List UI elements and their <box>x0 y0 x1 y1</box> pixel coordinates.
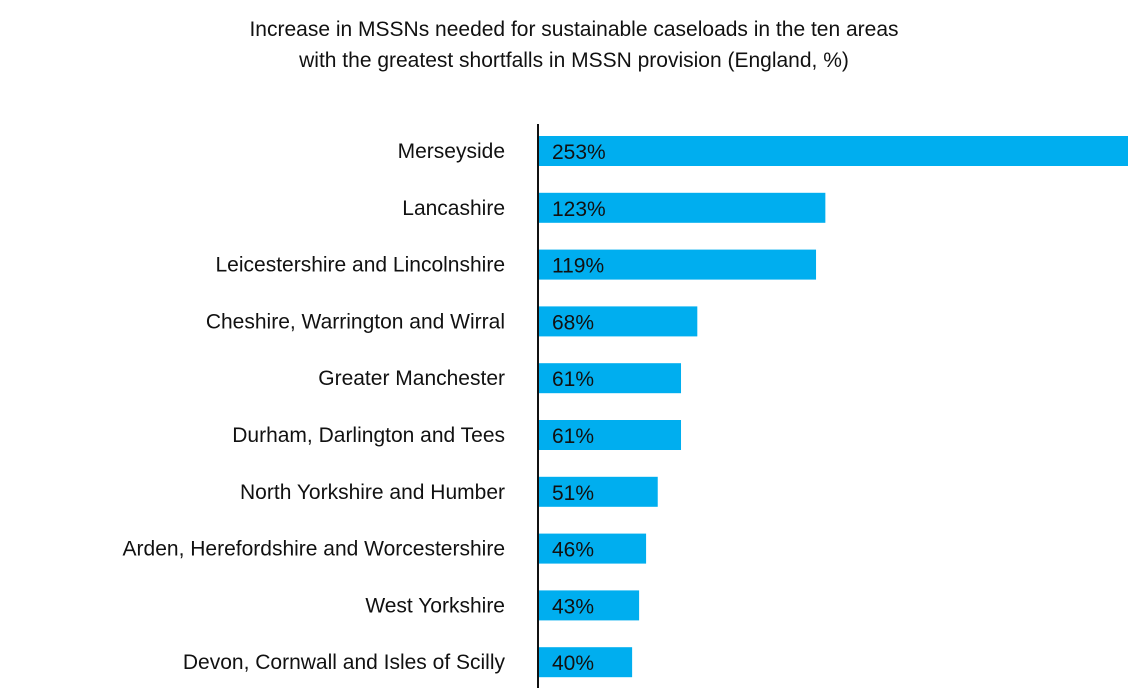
bar-8 <box>539 590 640 621</box>
bar-9 <box>539 647 633 678</box>
category-label-2: Leicestershire and Lincolnshire <box>216 254 506 277</box>
category-label-9: Devon, Cornwall and Isles of Scilly <box>183 651 506 674</box>
category-label-6: North Yorkshire and Humber <box>240 481 505 504</box>
bar-4 <box>539 363 682 394</box>
category-label-0: Merseyside <box>398 140 505 163</box>
category-label-4: Greater Manchester <box>318 367 505 390</box>
bar-value-label-3: 68% <box>552 311 594 334</box>
category-label-3: Cheshire, Warrington and Wirral <box>206 310 505 333</box>
bar-value-label-0: 253% <box>552 141 606 164</box>
bar-5 <box>539 420 682 450</box>
bar-value-label-5: 61% <box>552 425 594 448</box>
category-label-8: West Yorkshire <box>365 594 505 617</box>
bar-6 <box>539 476 658 507</box>
bar-value-label-7: 46% <box>552 539 594 562</box>
category-label-5: Durham, Darlington and Tees <box>232 424 505 447</box>
chart-title-line-2: with the greatest shortfalls in MSSN pro… <box>299 49 849 72</box>
bar-7 <box>539 533 647 564</box>
category-label-7: Arden, Herefordshire and Worcestershire <box>123 538 505 561</box>
bar-1 <box>539 192 826 223</box>
bar-value-label-1: 123% <box>552 198 606 221</box>
chart-title: Increase in MSSNs needed for sustainable… <box>0 14 1128 76</box>
chart-title-line-1: Increase in MSSNs needed for sustainable… <box>249 18 899 41</box>
category-labels: Merseyside Lancashire Leicestershire and L… <box>123 140 506 674</box>
bar-2 <box>539 249 817 280</box>
bar-value-label-6: 51% <box>552 482 594 505</box>
bar-value-label-2: 119% <box>552 255 604 278</box>
bar-value-label-9: 40% <box>552 652 594 675</box>
bar-3 <box>539 306 698 337</box>
bar-value-label-4: 61% <box>552 368 594 391</box>
bars-layer: 253% 123% 119% 68% 61% 61% 51% 46% 43% 40% <box>539 136 1128 678</box>
bar-value-label-8: 43% <box>552 595 594 618</box>
bar-0 <box>539 136 1128 166</box>
category-label-1: Lancashire <box>402 197 505 220</box>
